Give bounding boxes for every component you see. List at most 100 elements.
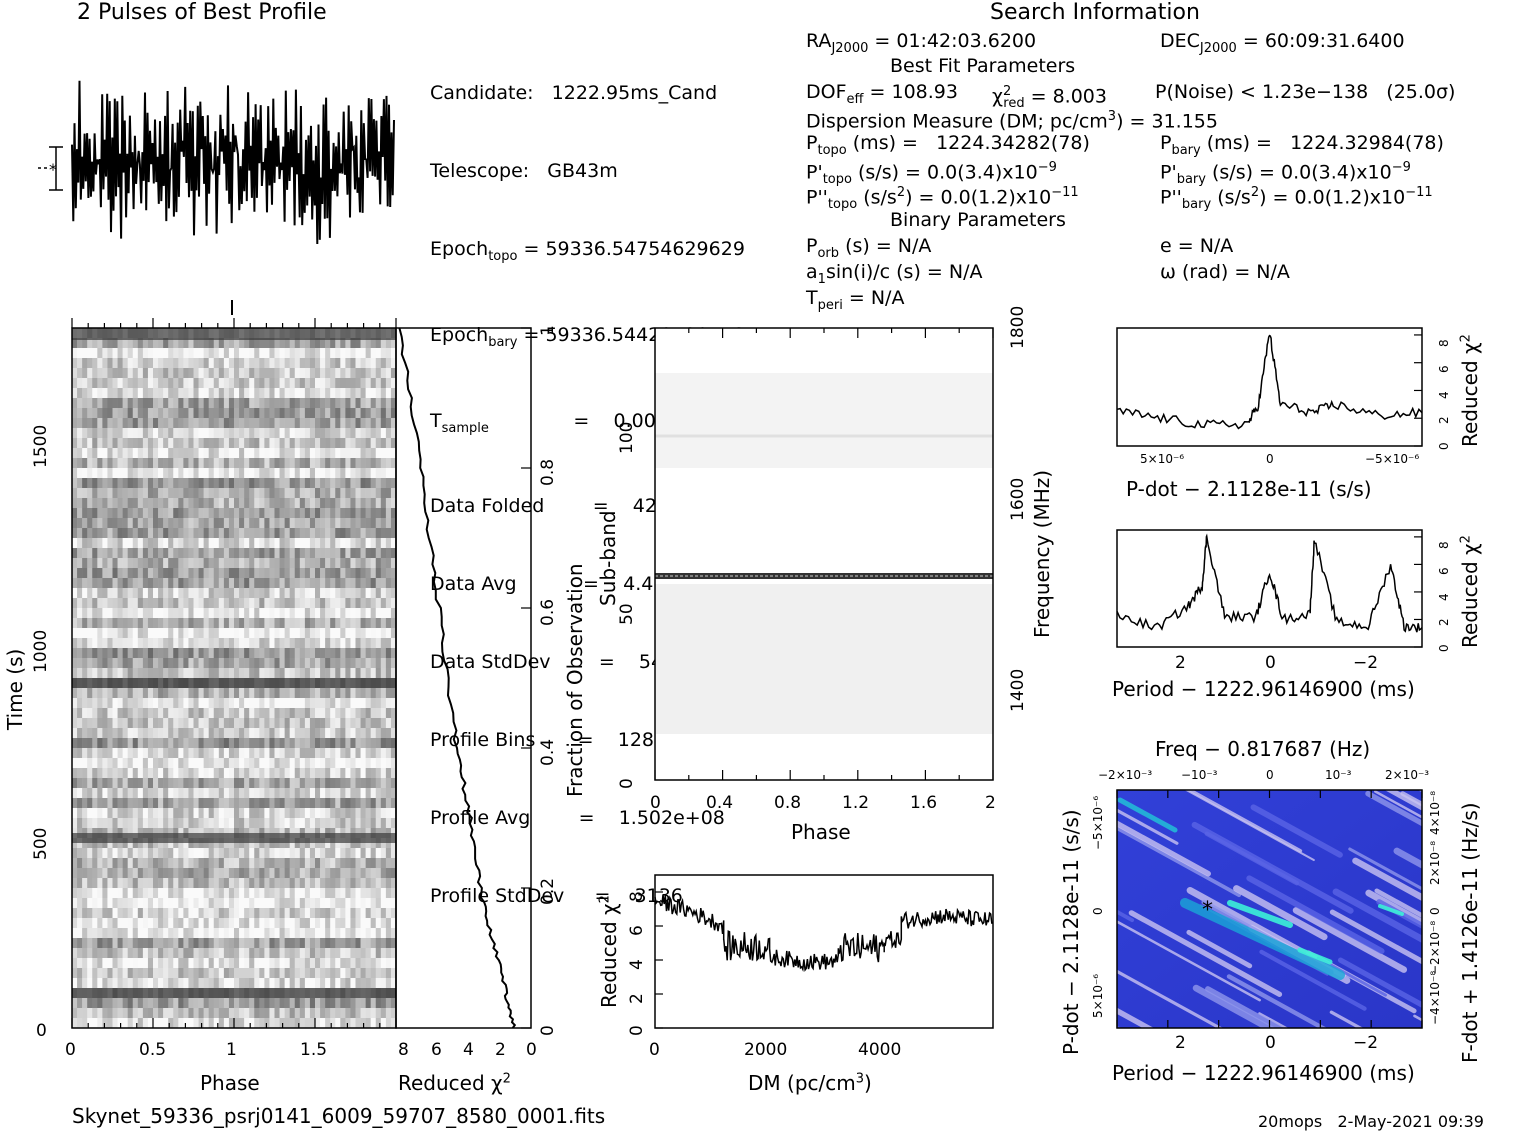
period-y-tick-0: 0: [1437, 644, 1451, 652]
fdot-right-axis-label: F-dot + 1.4126e-11 (Hz/s): [1458, 802, 1482, 1063]
dof-line: DOFeff = 108.93: [806, 81, 958, 107]
freq-top-tick-4: 10⁻³: [1325, 768, 1352, 782]
pdot-y-tick-6: 6: [1437, 365, 1451, 373]
pdot-y-tick-2: 2: [1437, 416, 1451, 424]
dm-line: Dispersion Measure (DM; pc/cm3) = 31.155: [806, 109, 1218, 133]
phase-tick-0: 0: [65, 1040, 76, 1060]
search-info-title: Search Information: [990, 0, 1200, 25]
a1-line: a1sin(i)/c (s) = N/A: [806, 261, 983, 287]
ptopo-line: Ptopo (ms) = 1224.34282(78): [806, 132, 1090, 158]
subband-dark-row: [655, 573, 993, 579]
best-fit-title: Best Fit Parameters: [890, 55, 1076, 77]
phase-tick-05: 0.5: [139, 1040, 167, 1060]
fraction-tick-0: 0: [538, 1025, 558, 1036]
pdot-y-tick-8: 8: [1437, 339, 1451, 347]
tperi-line: Tperi = N/A: [806, 287, 905, 313]
pddot-bary-line: P''bary (s/s2) = 0.0(1.2)x10−11: [1160, 185, 1433, 213]
dm-y-tick-6: 6: [627, 925, 647, 936]
dm-y-axis-label: Reduced χ2: [597, 895, 621, 1008]
redchi-tick-6: 6: [431, 1040, 442, 1060]
pdot-y-ticks: 0 2 4 6 8: [1437, 328, 1457, 450]
redchi-fraction-plot: [395, 327, 532, 1029]
pdot-frame: [1116, 327, 1423, 447]
fraction-tick-1: 1: [538, 325, 558, 336]
redchi-axis-label: Reduced χ2: [398, 1071, 511, 1095]
time-tick-0: 0: [36, 1021, 47, 1041]
freq-top-tick-3: 0: [1266, 768, 1274, 782]
freq-tick-1600: 1600: [1008, 477, 1028, 521]
binary-title: Binary Parameters: [890, 209, 1066, 231]
footer-stamp: 20mops 2-May-2021 09:39: [1258, 1112, 1484, 1131]
time-tick-1000: 1000: [31, 629, 51, 673]
subband-axis-label: Sub-band: [596, 510, 620, 606]
period-y-tick-8: 8: [1437, 541, 1451, 549]
ecc-line: e = N/A: [1160, 235, 1234, 257]
pdot-y-axis-label: Reduced χ2: [1458, 334, 1482, 447]
period-x-tick-neg2: −2: [1353, 653, 1379, 673]
dm-y-tick-4: 4: [627, 959, 647, 970]
period-y-ticks: 0 2 4 6 8: [1437, 530, 1457, 652]
pdot-left-tick-3: −5×10⁻⁶: [1091, 795, 1105, 850]
freq-top-tick-1: −2×10⁻³: [1098, 768, 1153, 782]
phase-mid-axis-label: Phase: [791, 820, 851, 844]
dm-y-tick-8: 8: [627, 891, 647, 902]
footer-filename: Skynet_59336_psrj0141_6009_59707_8580_00…: [72, 1104, 606, 1128]
dm-y-tick-2: 2: [627, 993, 647, 1004]
fraction-tick-02: 0.2: [538, 877, 558, 905]
profile-title: 2 Pulses of Best Profile: [77, 0, 327, 25]
phase-mid-tick-0: 0: [650, 793, 661, 813]
period-x-tick-0: 0: [1265, 653, 1276, 673]
pdot-y-tick-4: 4: [1437, 391, 1451, 399]
subband-upper-band: [655, 373, 993, 468]
fraction-axis-label: Fraction of Observation: [563, 563, 587, 797]
phase-tick-15: 1.5: [300, 1040, 328, 1060]
freq-tick-1800: 1800: [1008, 305, 1028, 349]
period-x-axis-label: Period − 1222.96146900 (ms): [1112, 677, 1415, 701]
dm-x-axis-label: DM (pc/cm3): [748, 1071, 872, 1095]
redchi-line: [398, 327, 517, 1029]
pddot-topo-line: P''topo (s/s2) = 0.0(1.2)x10−11: [806, 185, 1079, 213]
period-y-axis-label: Reduced χ2: [1458, 535, 1482, 648]
pdot-left-tick-2: 0: [1091, 907, 1105, 915]
pdot-left-axis-label: P-dot − 2.1128e-11 (s/s): [1059, 809, 1083, 1055]
telescope-line: Telescope: GB43m: [430, 160, 618, 182]
fraction-tick-08: 0.8: [538, 458, 558, 486]
redchi-tick-0: 0: [526, 1040, 537, 1060]
freq-top-axis-label: Freq − 0.817687 (Hz): [1155, 737, 1371, 761]
profile-bins-line: Profile Bins = 128: [430, 729, 654, 752]
profile-avg-line: Profile Avg = 1.502e+08: [430, 807, 725, 830]
redchi-tick-4: 4: [463, 1040, 474, 1060]
chi-red-line: χ2red = 8.003: [992, 84, 1107, 112]
pdot-left-tick-1: 5×10⁻⁶: [1091, 973, 1105, 1018]
dm-x-tick-4000: 4000: [858, 1040, 902, 1060]
profile-line: [71, 80, 395, 245]
ra-line: RAJ2000 = 01:42:03.6200: [806, 30, 1037, 56]
pdot-bary-line: P'bary (s/s) = 0.0(3.4)x10−9: [1160, 160, 1411, 188]
time-tick-500: 500: [31, 827, 51, 860]
pdot-x-tick-right: −5×10⁻⁶: [1365, 452, 1420, 466]
freq-top-tick-2: −10⁻³: [1181, 768, 1218, 782]
time-tick-1500: 1500: [31, 424, 51, 468]
fraction-tick-04: 0.4: [538, 738, 558, 766]
phase-tick-1: 1: [226, 1040, 237, 1060]
period-bottom-tick-0: 0: [1265, 1033, 1276, 1053]
redchi-tick-8: 8: [398, 1040, 409, 1060]
redchi-frame: [395, 327, 532, 1029]
subband-lower-band: [655, 584, 993, 734]
pdot-topo-line: P'topo (s/s) = 0.0(3.4)x10−9: [806, 160, 1057, 188]
period-bottom-tick-neg2: −2: [1353, 1033, 1379, 1053]
period-bottom-tick-2: 2: [1175, 1033, 1186, 1053]
phase-mid-tick-04: 0.4: [706, 793, 734, 813]
ppdot-plot: *: [1116, 789, 1423, 1029]
subband-phase-plot: [654, 327, 994, 781]
fraction-tick-06: 0.6: [538, 598, 558, 626]
phase-mid-tick-16: 1.6: [910, 793, 938, 813]
time-axis-label: Time (s): [3, 648, 27, 730]
dec-line: DECJ2000 = 60:09:31.6400: [1160, 30, 1405, 56]
freq-tick-1400: 1400: [1008, 668, 1028, 712]
time-phase-image: [72, 328, 397, 1029]
dm-frame: [654, 874, 994, 1029]
subband-tick-100: 100: [617, 421, 637, 454]
pdot-x-axis-label: P-dot − 2.1128e-11 (s/s): [1126, 477, 1372, 501]
